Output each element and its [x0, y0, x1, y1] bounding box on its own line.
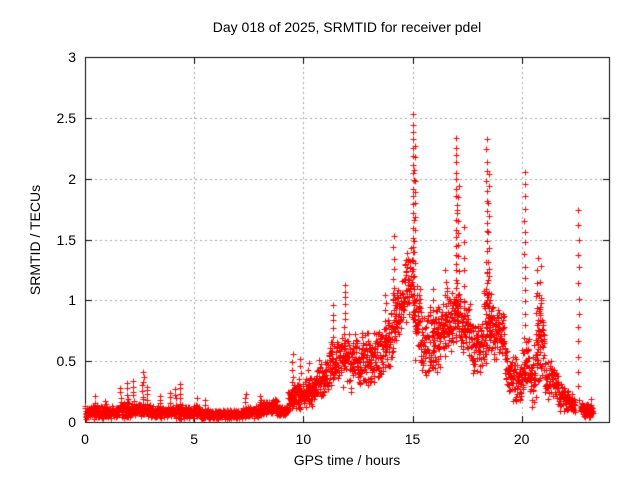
chart-title: Day 018 of 2025, SRMTID for receiver pde… — [212, 19, 482, 35]
y-tick-label: 1 — [68, 292, 76, 309]
y-tick-label: 2.5 — [56, 109, 76, 126]
x-tick-label: 5 — [190, 431, 199, 447]
y-tick-label: 1.5 — [56, 231, 76, 248]
x-tick-label: 20 — [513, 431, 530, 447]
x-tick-label: 0 — [81, 431, 89, 447]
y-tick-label: 0.5 — [56, 353, 76, 370]
y-tick-label: 3 — [68, 49, 76, 65]
y-tick-label: 2 — [68, 170, 76, 187]
x-axis-label: GPS time / hours — [293, 452, 401, 468]
x-tick-label: 15 — [404, 431, 421, 447]
y-tick-label: 0 — [68, 414, 76, 430]
x-tick-label: 10 — [295, 431, 312, 447]
